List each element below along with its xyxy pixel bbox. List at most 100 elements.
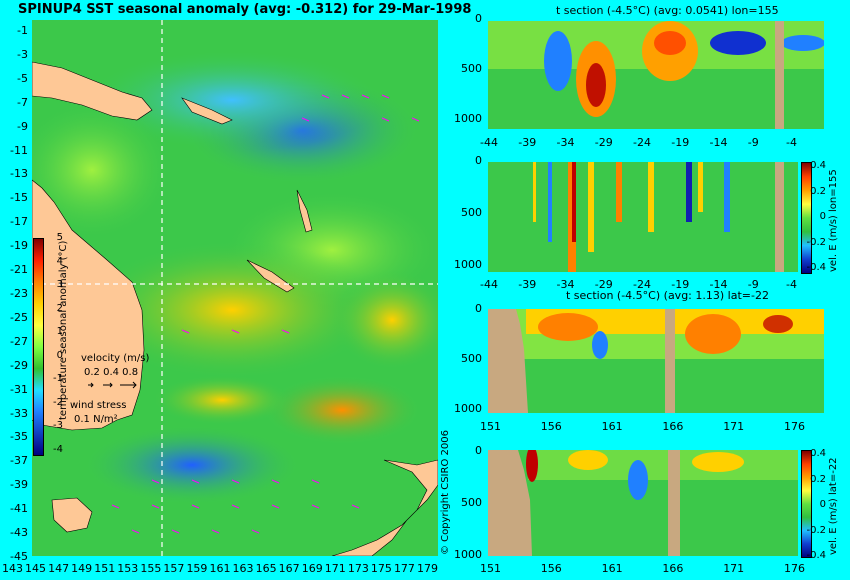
section2-xtick-8: -4 (786, 278, 797, 291)
section1-xtick-4: -24 (633, 136, 651, 149)
section2-xtick-3: -29 (594, 278, 613, 291)
velocity-legend-arrows (88, 381, 137, 389)
section1-plot (488, 21, 824, 129)
lon-tick-6: 155 (140, 562, 162, 575)
section4-cb-tick-3: -0.2 (806, 524, 826, 536)
hot-anomaly-east (262, 375, 422, 445)
lat-tick-16: -33 (10, 406, 28, 420)
section4-ytick-1: 500 (461, 496, 482, 509)
section4-xtick-1: 156 (540, 562, 562, 575)
section3-xtick-1: 156 (540, 420, 562, 433)
section4-plot (488, 450, 798, 556)
sst-colorbar-ticks: 5 4 3 2 1 0 -1 -2 -3 -4 (45, 232, 65, 462)
section3-xtick-2: 161 (601, 420, 623, 433)
map-title: SPINUP4 SST seasonal anomaly (avg: -0.31… (18, 2, 472, 17)
section3-plot (488, 309, 824, 413)
lat-tick-21: -43 (10, 526, 28, 540)
lat-tick-6: -13 (10, 167, 28, 181)
lat-tick-14: -29 (10, 358, 28, 372)
section3-xtick-0: 151 (480, 420, 501, 433)
lon-tick-4: 151 (94, 562, 116, 575)
section4-cb-tick-1: 0.2 (810, 473, 826, 485)
lat-tick-1: -3 (17, 47, 28, 61)
lat-tick-2: -5 (17, 71, 28, 85)
lon-tick-15: 173 (347, 562, 369, 575)
section3-field (488, 309, 824, 413)
lat-tick-22: -45 (10, 550, 28, 563)
lime-anomaly-west (32, 100, 172, 240)
new-zealand (331, 459, 438, 556)
section1-xtick-2: -34 (556, 136, 575, 149)
lat-tick-17: -35 (10, 430, 28, 444)
section2-cb-tick-4: -0.4 (806, 262, 826, 273)
lon-tick-12: 167 (278, 562, 300, 575)
sst-cb-tick-4: 1 (56, 326, 63, 338)
section2-cb-tick-2: 0 (819, 211, 826, 222)
section2-xtick-6: -14 (709, 278, 728, 291)
map-lat-ticks: -1 -3 -5 -7 -9 -11 -13 -15 -17 -19 -21 -23 -25 -27 -29… (0, 20, 30, 563)
section4-cb-tick-2: 0 (819, 499, 826, 510)
australia (32, 179, 145, 431)
sst-cb-tick-9: -4 (53, 444, 63, 455)
lon-tick-8: 159 (186, 562, 208, 575)
section1-title: t section (-4.5°C) (avg: 0.0541) lon=155 (556, 4, 779, 17)
lat-tick-0: -1 (17, 24, 28, 37)
sst-colorbar (33, 238, 44, 456)
section2-xtick-4: -24 (633, 278, 651, 291)
section2-xticks: -44 -39 -34 -29 -24 -19 -14 -9 -4 (480, 278, 810, 292)
lon-tick-16: 175 (370, 562, 392, 575)
lon-tick-9: 161 (209, 562, 231, 575)
section2-colorbar (801, 162, 812, 274)
section3-ytick-1: 500 (461, 352, 482, 365)
lon-tick-10: 163 (232, 562, 254, 575)
sst-map (32, 20, 438, 556)
lat-tick-8: -17 (10, 215, 28, 229)
section2-colorbar-ticks: 0.4 0.2 0 -0.2 -0.4 (806, 160, 828, 276)
vanuatu (296, 189, 313, 233)
section3-yticks: 0 500 1000 (440, 302, 484, 418)
sst-cb-tick-3: 2 (56, 302, 63, 314)
lat-tick-18: -37 (10, 454, 28, 468)
section2-cb-tick-3: -0.2 (806, 236, 826, 248)
section4-colorbar-ticks: 0.4 0.2 0 -0.2 -0.4 (806, 448, 828, 561)
lon-tick-18: 179 (417, 562, 438, 575)
lat-tick-10: -21 (10, 263, 28, 277)
cold-anomaly-south (82, 425, 302, 505)
section4-xtick-5: 176 (784, 562, 805, 575)
section4-colorbar-label: vel. E (m/s) lat=-22 (828, 457, 839, 555)
section2-cb-tick-1: 0.2 (810, 185, 826, 197)
section1-xtick-7: -9 (747, 136, 759, 149)
lon-tick-14: 171 (324, 562, 346, 575)
sst-cb-tick-8: -3 (53, 420, 63, 432)
lat-tick-13: -27 (10, 334, 28, 348)
section1-xtick-8: -4 (786, 136, 797, 149)
lat-tick-7: -15 (10, 191, 28, 205)
velocity-vectors (111, 94, 420, 534)
section3-ytick-2: 1000 (454, 402, 482, 415)
velocity-legend-label: velocity (m/s) (81, 353, 150, 364)
section1-xticks: -44 -39 -34 -29 -24 -19 -14 -9 -4 (480, 136, 830, 150)
warm-anomaly-south (152, 375, 292, 425)
section2-colorbar-label: vel. E (m/s) lon=155 (828, 169, 839, 272)
section1-ytick-2: 1000 (454, 112, 482, 125)
velocity-legend-scale: 0.2 0.4 0.8 (84, 367, 139, 378)
cool-anomaly-north (82, 50, 382, 150)
section4-cb-tick-0: 0.4 (810, 448, 826, 459)
lat-tick-3: -7 (17, 95, 28, 109)
papua-new-guinea (32, 61, 153, 121)
lat-tick-20: -41 (10, 502, 28, 516)
lon-tick-2: 147 (48, 562, 70, 575)
lon-tick-17: 177 (393, 562, 415, 575)
section2-field (533, 162, 784, 272)
section2-ytick-2: 1000 (454, 258, 482, 271)
sst-cb-tick-2: 3 (56, 279, 63, 291)
lon-tick-13: 169 (301, 562, 323, 575)
section3-xticks: 151 156 161 166 171 176 (480, 420, 830, 434)
lat-tick-15: -31 (10, 382, 28, 396)
lon-tick-0: 143 (2, 562, 23, 575)
lon-tick-11: 165 (255, 562, 277, 575)
section1-ytick-0: 0 (475, 12, 482, 25)
section2-ytick-1: 500 (461, 206, 482, 219)
sst-cb-tick-5: 0 (56, 349, 63, 361)
lon-tick-1: 145 (25, 562, 47, 575)
